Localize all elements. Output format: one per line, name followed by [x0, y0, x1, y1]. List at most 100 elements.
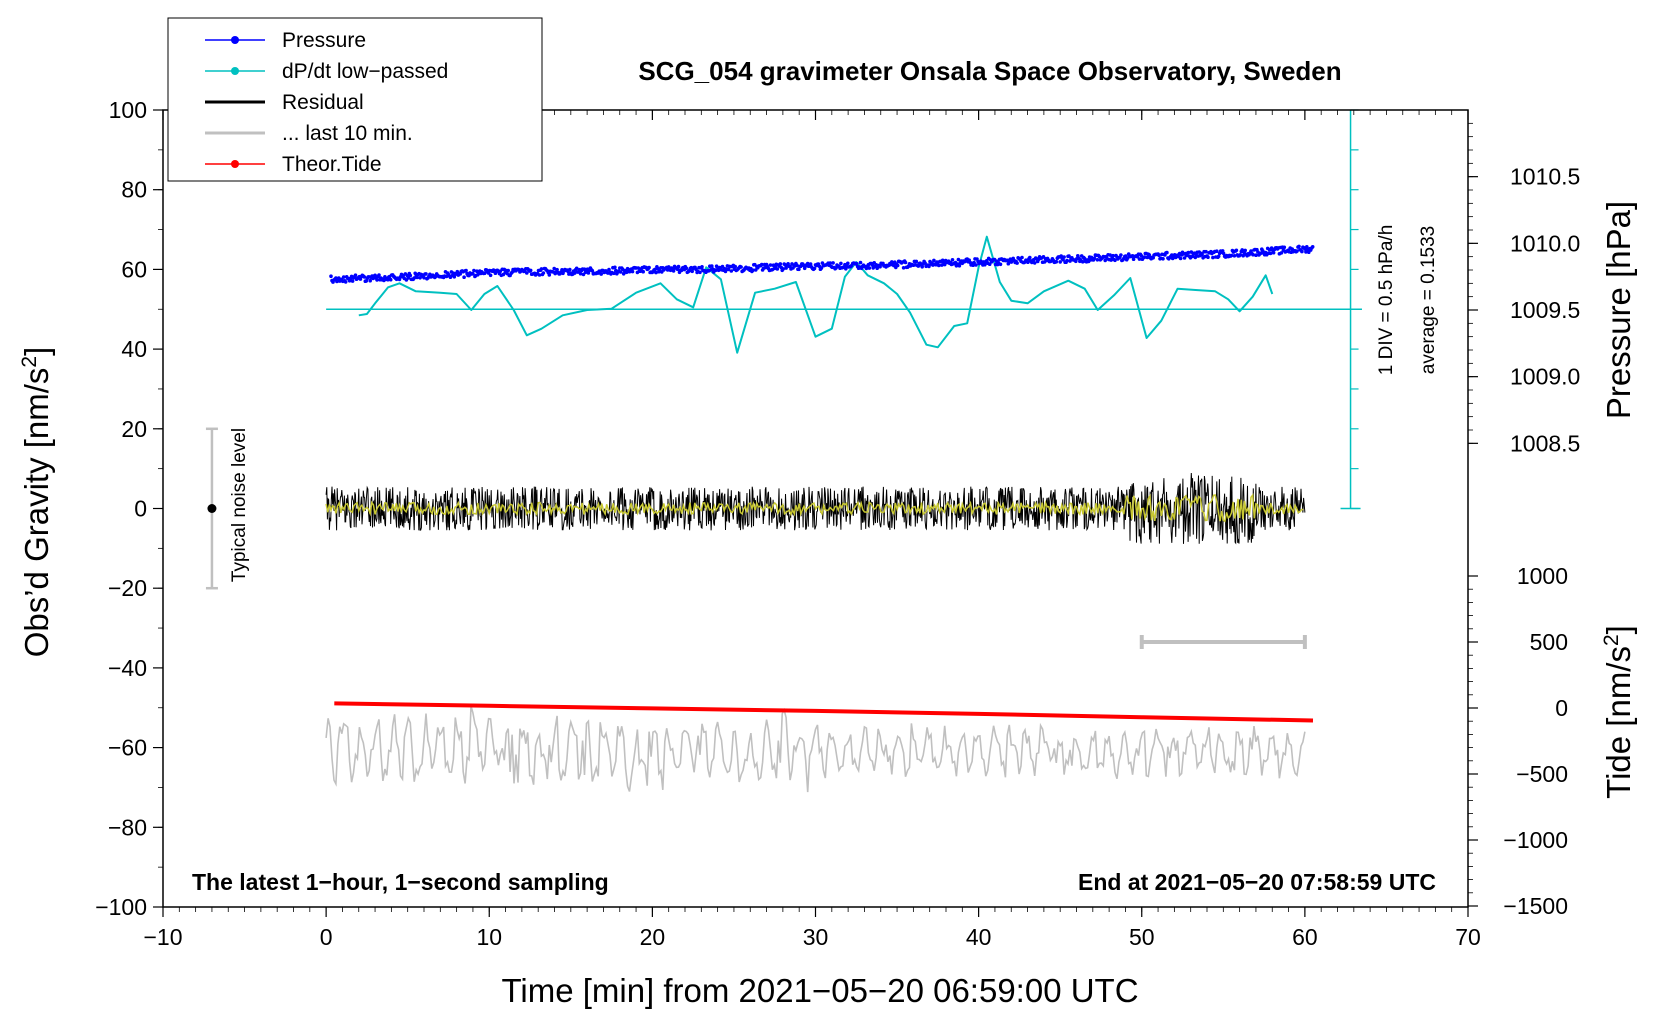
- pressure-point: [690, 269, 694, 274]
- pressure-point: [612, 271, 616, 276]
- pressure-point: [422, 275, 426, 280]
- pressure-point: [1157, 253, 1161, 258]
- y-tick-label-left: −60: [108, 735, 147, 761]
- pressure-point: [950, 258, 955, 262]
- pressure-point: [831, 261, 835, 265]
- pressure-point: [778, 262, 783, 266]
- pressure-point: [415, 275, 419, 280]
- pressure-point: [1145, 255, 1150, 260]
- x-tick-label: 70: [1455, 924, 1481, 950]
- pressure-point: [812, 266, 817, 271]
- pressure-point: [350, 279, 355, 283]
- pressure-point: [671, 269, 676, 273]
- pressure-point: [578, 271, 583, 276]
- pressure-point: [675, 267, 680, 272]
- pressure-point: [362, 275, 367, 279]
- y-tick-label-left: 20: [121, 416, 147, 442]
- pressure-point: [759, 262, 764, 267]
- pressure-point: [1232, 254, 1237, 258]
- y-tick-label-pressure: 1009.0: [1510, 364, 1580, 390]
- y-tick-label-tide: −1500: [1503, 893, 1568, 919]
- pressure-point: [1131, 257, 1136, 262]
- pressure-points: [329, 244, 1315, 284]
- y-tick-label-left: 0: [134, 496, 147, 522]
- pressure-point: [795, 263, 799, 268]
- pressure-point: [839, 261, 843, 266]
- pressure-point: [424, 272, 428, 276]
- pressure-point: [607, 267, 611, 272]
- pressure-point: [653, 267, 657, 272]
- legend-entries: Pressure dP/dt low−passed Residual ... last…: [205, 29, 448, 176]
- pressure-point: [1065, 258, 1069, 263]
- residual-smoothed-line: [325, 493, 1304, 523]
- pressure-point: [613, 265, 617, 270]
- pressure-point: [572, 271, 577, 275]
- pressure-point: [413, 271, 418, 276]
- pressure-point: [878, 264, 882, 269]
- pressure-point: [1215, 249, 1219, 253]
- pressure-point: [1297, 244, 1301, 249]
- y-axis-title-pressure: Pressure [hPa]: [1600, 201, 1637, 419]
- noise-level-label: Typical noise level: [229, 428, 250, 582]
- pressure-point: [751, 268, 755, 273]
- pressure-point: [998, 262, 1003, 267]
- axes-layer: −10 0 10 20 30 40 50 60 70−100−80−60−40−20020406…: [95, 97, 1580, 950]
- pressure-point: [1279, 251, 1284, 255]
- legend-label: Residual: [282, 91, 364, 114]
- pressure-point: [329, 274, 333, 279]
- pressure-point: [714, 264, 719, 269]
- pressure-point: [462, 275, 466, 280]
- pressure-point: [739, 265, 743, 269]
- y-tick-label-tide: 1000: [1517, 563, 1568, 589]
- legend-swatch-marker: [231, 160, 239, 168]
- pressure-point: [1241, 253, 1245, 258]
- pressure-point: [599, 272, 603, 276]
- pressure-point: [1268, 251, 1273, 256]
- pressure-point: [901, 266, 906, 270]
- pressure-point: [630, 269, 635, 274]
- pressure-point: [820, 261, 825, 265]
- pressure-point: [1119, 253, 1123, 257]
- pressure-point: [983, 262, 987, 267]
- y-tick-label-pressure: 1010.5: [1510, 164, 1580, 190]
- pressure-point: [1254, 253, 1258, 257]
- y-axis-title-tide-close: ]: [1600, 625, 1637, 634]
- sampling-note: The latest 1−hour, 1−second sampling: [192, 869, 609, 895]
- pressure-point: [781, 267, 785, 271]
- pressure-point: [654, 270, 658, 275]
- overlay-layer: [205, 427, 1307, 649]
- pressure-point: [1028, 255, 1032, 260]
- pressure-point: [797, 267, 801, 272]
- pressure-point: [987, 262, 992, 267]
- y-tick-label-left: 80: [121, 177, 147, 203]
- y-axis-title-tide: Tide [nm/s2]: [1600, 625, 1637, 799]
- x-tick-label: 30: [803, 924, 829, 950]
- pressure-point: [1310, 245, 1315, 249]
- pressure-point: [568, 267, 572, 272]
- pressure-point: [1206, 255, 1210, 259]
- pressure-point: [418, 276, 422, 280]
- pressure-point: [353, 273, 358, 278]
- pressure-point: [471, 271, 475, 276]
- pressure-point: [1186, 250, 1191, 255]
- y-tick-label-tide: −1000: [1503, 827, 1568, 853]
- pressure-point: [1032, 261, 1037, 265]
- pressure-point: [1211, 255, 1215, 260]
- pressure-point: [1015, 261, 1019, 265]
- pressure-point: [726, 267, 731, 272]
- pressure-point: [1080, 260, 1085, 264]
- noise-center-dot: [207, 504, 217, 513]
- pressure-point: [1178, 256, 1183, 261]
- pressure-point: [1243, 248, 1247, 253]
- pressure-point: [539, 267, 544, 271]
- pressure-point: [1165, 250, 1169, 255]
- pressure-point: [335, 279, 339, 284]
- pressure-point: [920, 265, 924, 269]
- pressure-point: [768, 263, 773, 267]
- pressure-point: [493, 271, 498, 276]
- y-tick-label-left: −80: [108, 814, 147, 840]
- pressure-point: [1238, 253, 1243, 257]
- pressure-point: [525, 271, 529, 275]
- pressure-point: [1282, 245, 1287, 250]
